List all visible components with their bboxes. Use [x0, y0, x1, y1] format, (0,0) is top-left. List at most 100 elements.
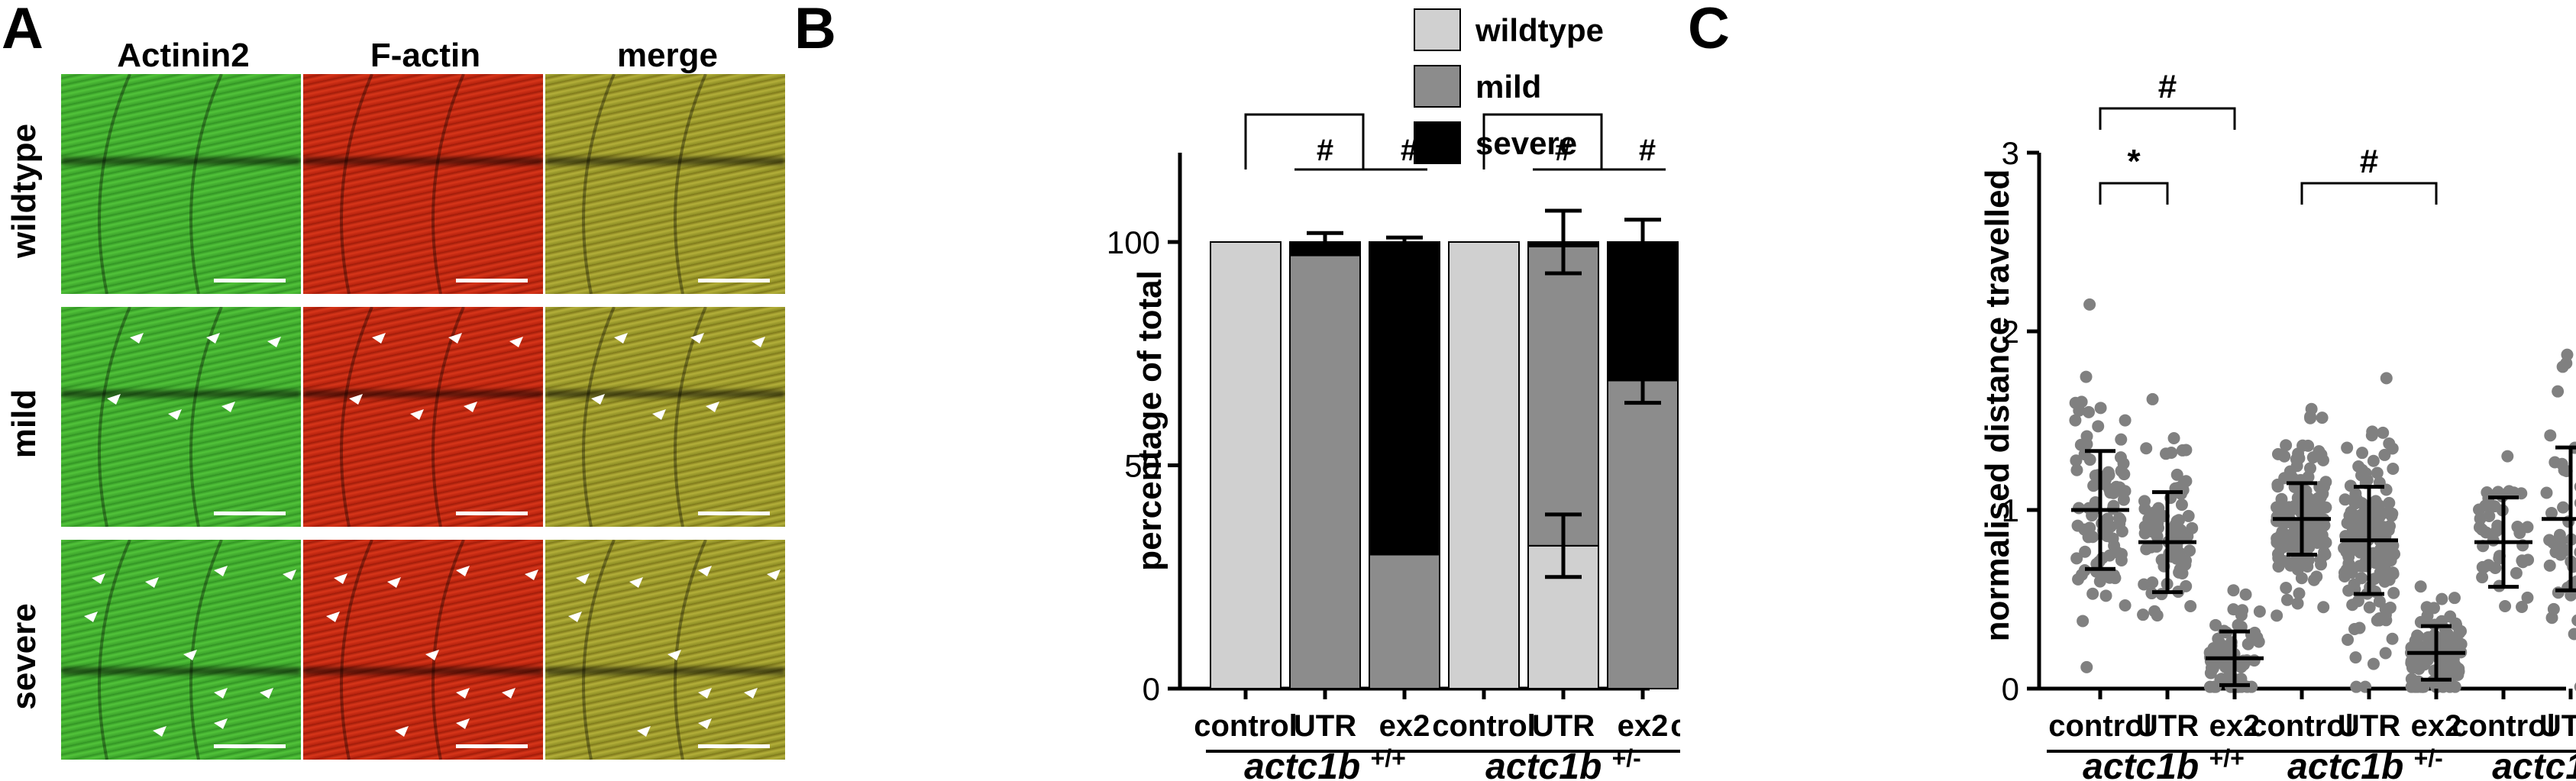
data-point: [2422, 634, 2435, 647]
data-point: [2561, 348, 2574, 361]
data-point: [2540, 486, 2553, 499]
data-point: [2350, 680, 2363, 693]
group-label: actc1b +/+: [1244, 744, 1406, 781]
data-point: [2291, 597, 2304, 610]
data-point: [2302, 439, 2315, 452]
data-point: [2145, 587, 2158, 600]
arrowhead-icon: [652, 409, 666, 420]
data-point: [2379, 647, 2392, 660]
arrowhead-icon: [690, 333, 704, 344]
myoseptum-band: [545, 390, 785, 399]
data-point: [2557, 501, 2570, 514]
data-point: [2069, 414, 2082, 427]
data-point: [2553, 528, 2566, 541]
data-point: [2574, 547, 2576, 557]
data-point: [2521, 591, 2534, 604]
data-point: [2490, 524, 2503, 537]
arrowhead-icon: [502, 688, 516, 699]
x-tick-label: UTR: [1532, 709, 1595, 743]
bar-mild: [1607, 379, 1679, 689]
data-point: [2151, 530, 2164, 543]
data-point: [2069, 396, 2082, 409]
micrograph-mild-actinin2: [61, 307, 301, 527]
scale-bar: [214, 512, 286, 515]
data-point: [2114, 513, 2127, 526]
myoseptum-band: [61, 667, 301, 676]
arrowhead-icon: [130, 333, 144, 344]
x-tick-label: ex2: [1379, 709, 1430, 743]
scatter-column: [2338, 372, 2400, 693]
data-point: [2272, 560, 2285, 573]
data-point: [2301, 560, 2314, 573]
arrowhead-icon: [706, 402, 719, 412]
data-point: [2387, 586, 2400, 599]
data-point: [2556, 360, 2569, 373]
scale-bar: [214, 279, 286, 282]
panel-letter-a: A: [2, 0, 44, 61]
arrowhead-icon: [326, 612, 340, 622]
x-tick-label: UTR: [1294, 709, 1356, 743]
myoseptum-band: [303, 667, 543, 676]
data-point: [2235, 608, 2248, 621]
y-tick-label: 3: [2002, 135, 2019, 171]
chevron-boundaries: [582, 307, 765, 527]
arrowhead-icon: [410, 409, 424, 420]
data-point: [2232, 618, 2245, 631]
data-point: [2377, 426, 2390, 439]
arrowhead-icon: [425, 650, 439, 660]
data-point: [2173, 514, 2186, 527]
data-point: [2209, 618, 2222, 631]
data-point: [2383, 496, 2396, 509]
data-point: [2115, 547, 2128, 560]
data-point: [2140, 442, 2153, 455]
arrowhead-icon: [107, 394, 121, 405]
arrowhead-icon: [767, 570, 781, 580]
chevron-boundaries: [98, 74, 223, 294]
myoseptum-band: [61, 390, 301, 399]
col-label-factin: F-actin: [370, 37, 481, 74]
data-point: [2356, 447, 2369, 460]
data-point: [2380, 372, 2393, 385]
data-point: [2574, 499, 2576, 508]
arrowhead-icon: [591, 394, 605, 405]
data-point: [2070, 463, 2083, 476]
data-point: [2072, 573, 2085, 586]
micrograph-severe-actinin2: [61, 540, 301, 760]
data-point: [2184, 600, 2197, 613]
data-point: [2307, 573, 2320, 586]
data-point: [2310, 506, 2323, 519]
arrowhead-icon: [153, 726, 166, 737]
myoseptum-band: [545, 667, 785, 676]
significance-marker: #: [1639, 134, 1656, 167]
data-point: [2499, 599, 2512, 612]
legend-label-severe: severe: [1475, 125, 1577, 161]
data-point: [2272, 534, 2285, 547]
x-tick-label: control: [2048, 709, 2152, 743]
data-point: [2377, 521, 2390, 534]
data-point: [2543, 534, 2556, 547]
data-point: [2099, 589, 2112, 602]
group-label: actc1b -/-: [2492, 744, 2576, 781]
scale-bar: [456, 279, 528, 282]
data-point: [2406, 641, 2419, 654]
data-point: [2369, 557, 2382, 570]
data-point: [2338, 493, 2351, 506]
x-tick-label: ex2: [1618, 709, 1669, 743]
chevron-boundaries: [84, 540, 296, 760]
data-point: [2476, 571, 2489, 584]
data-point: [2474, 512, 2487, 525]
legend-label-wildtype: wildtype: [1475, 12, 1604, 48]
arrowhead-icon: [183, 650, 197, 660]
data-point: [2083, 298, 2096, 311]
y-tick-label: 0: [2002, 671, 2019, 707]
significance-marker: #: [2158, 68, 2177, 105]
data-point: [2280, 593, 2293, 606]
col-label-actinin2: Actinin2: [117, 37, 250, 74]
data-point: [2272, 551, 2285, 564]
arrowhead-icon: [283, 570, 296, 580]
data-point: [2271, 609, 2283, 622]
legend-swatch-wildtype: [1414, 8, 1461, 51]
arrowhead-icon: [456, 566, 470, 576]
micrograph-wildtype-merge: [545, 74, 785, 294]
data-point: [2414, 580, 2427, 593]
